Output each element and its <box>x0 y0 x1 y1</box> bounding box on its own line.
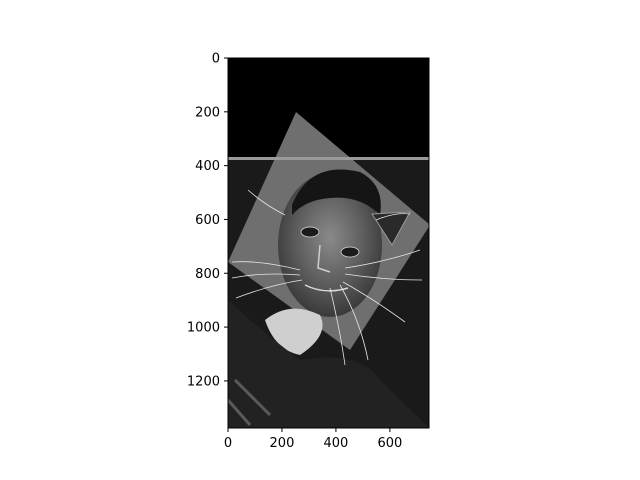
x-axis: 0 200 400 600 <box>224 428 402 451</box>
x-tick-label: 0 <box>224 436 232 451</box>
y-axis: 0 200 400 600 800 1000 1200 <box>187 52 228 389</box>
x-tick-label: 400 <box>324 436 349 451</box>
y-tick-label: 600 <box>195 213 220 228</box>
y-tick-label: 1000 <box>187 321 220 336</box>
y-tick-label: 800 <box>195 267 220 282</box>
y-tick-label: 0 <box>212 52 220 67</box>
x-tick-label: 600 <box>377 436 402 451</box>
y-tick-label: 400 <box>195 159 220 174</box>
axes-frame <box>227 57 430 429</box>
x-tick-label: 200 <box>270 436 295 451</box>
y-tick-label: 200 <box>195 105 220 120</box>
hybrid-image <box>228 58 429 428</box>
y-tick-label: 1200 <box>187 374 220 389</box>
